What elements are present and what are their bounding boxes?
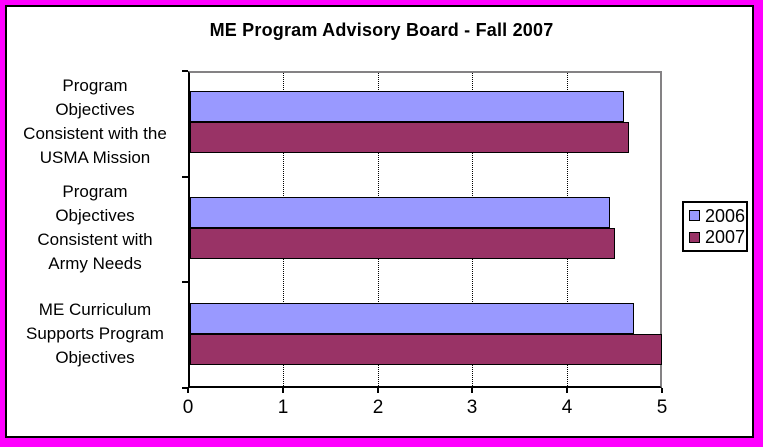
category-label-line: Consistent with the (23, 124, 167, 143)
legend-item-2007: 2007 (689, 228, 746, 246)
category-label-line: Army Needs (48, 254, 142, 273)
x-axis-tick-label: 4 (561, 397, 573, 418)
bar-2006-category-1 (190, 91, 624, 122)
x-axis-tick-label: 3 (466, 397, 478, 418)
x-axis-tick (282, 388, 284, 393)
legend: 2006 2007 (682, 201, 748, 252)
x-axis-tick (187, 388, 189, 393)
chart-title: ME Program Advisory Board - Fall 2007 (209, 20, 554, 40)
legend-swatch-2006 (689, 210, 700, 222)
x-axis-tick (566, 388, 568, 393)
bar-2007-category-1 (190, 122, 629, 153)
legend-swatch-2007 (689, 231, 700, 243)
legend-item-2006: 2006 (689, 207, 746, 225)
category-label-line: USMA Mission (39, 148, 151, 167)
y-axis-tick (182, 176, 188, 178)
x-axis-tick-label: 1 (277, 397, 289, 418)
x-axis-tick-label: 0 (182, 397, 194, 418)
category-label: ME Curriculum Supports Program Objectives (8, 298, 182, 370)
legend-label: 2006 (705, 205, 746, 226)
category-label-line: ME Curriculum (38, 300, 152, 319)
bar-2006-category-3 (190, 303, 634, 334)
x-axis-tick (377, 388, 379, 393)
bar-2006-category-2 (190, 197, 610, 228)
category-label-line: Objectives (55, 206, 135, 225)
category-label-line: Consistent with (37, 230, 153, 249)
category-label-line: Program (62, 182, 128, 201)
x-axis-tick (471, 388, 473, 393)
bar-2007-category-2 (190, 228, 615, 259)
category-label-line: Program (62, 76, 128, 95)
category-label-line: Objectives (55, 348, 135, 367)
category-label: Program Objectives Consistent with the USMA… (8, 74, 182, 170)
category-label-line: Objectives (55, 100, 135, 119)
y-axis-tick (182, 70, 188, 72)
category-label-line: Supports Program (26, 324, 164, 343)
bar-2007-category-3 (190, 334, 662, 365)
y-axis-tick (182, 387, 188, 389)
legend-label: 2007 (705, 227, 746, 248)
x-axis-tick-label: 5 (656, 397, 668, 418)
category-label: Program Objectives Consistent with Army Nee… (8, 180, 182, 276)
y-axis-tick (182, 281, 188, 283)
x-axis-tick (661, 388, 663, 393)
x-axis-tick-label: 2 (372, 397, 384, 418)
